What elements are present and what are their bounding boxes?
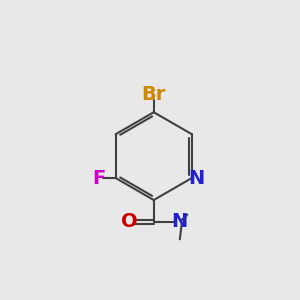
Text: Br: Br	[142, 85, 166, 104]
Text: N: N	[189, 169, 205, 188]
Text: O: O	[121, 212, 137, 232]
Text: F: F	[92, 169, 105, 188]
Text: N: N	[172, 212, 188, 232]
